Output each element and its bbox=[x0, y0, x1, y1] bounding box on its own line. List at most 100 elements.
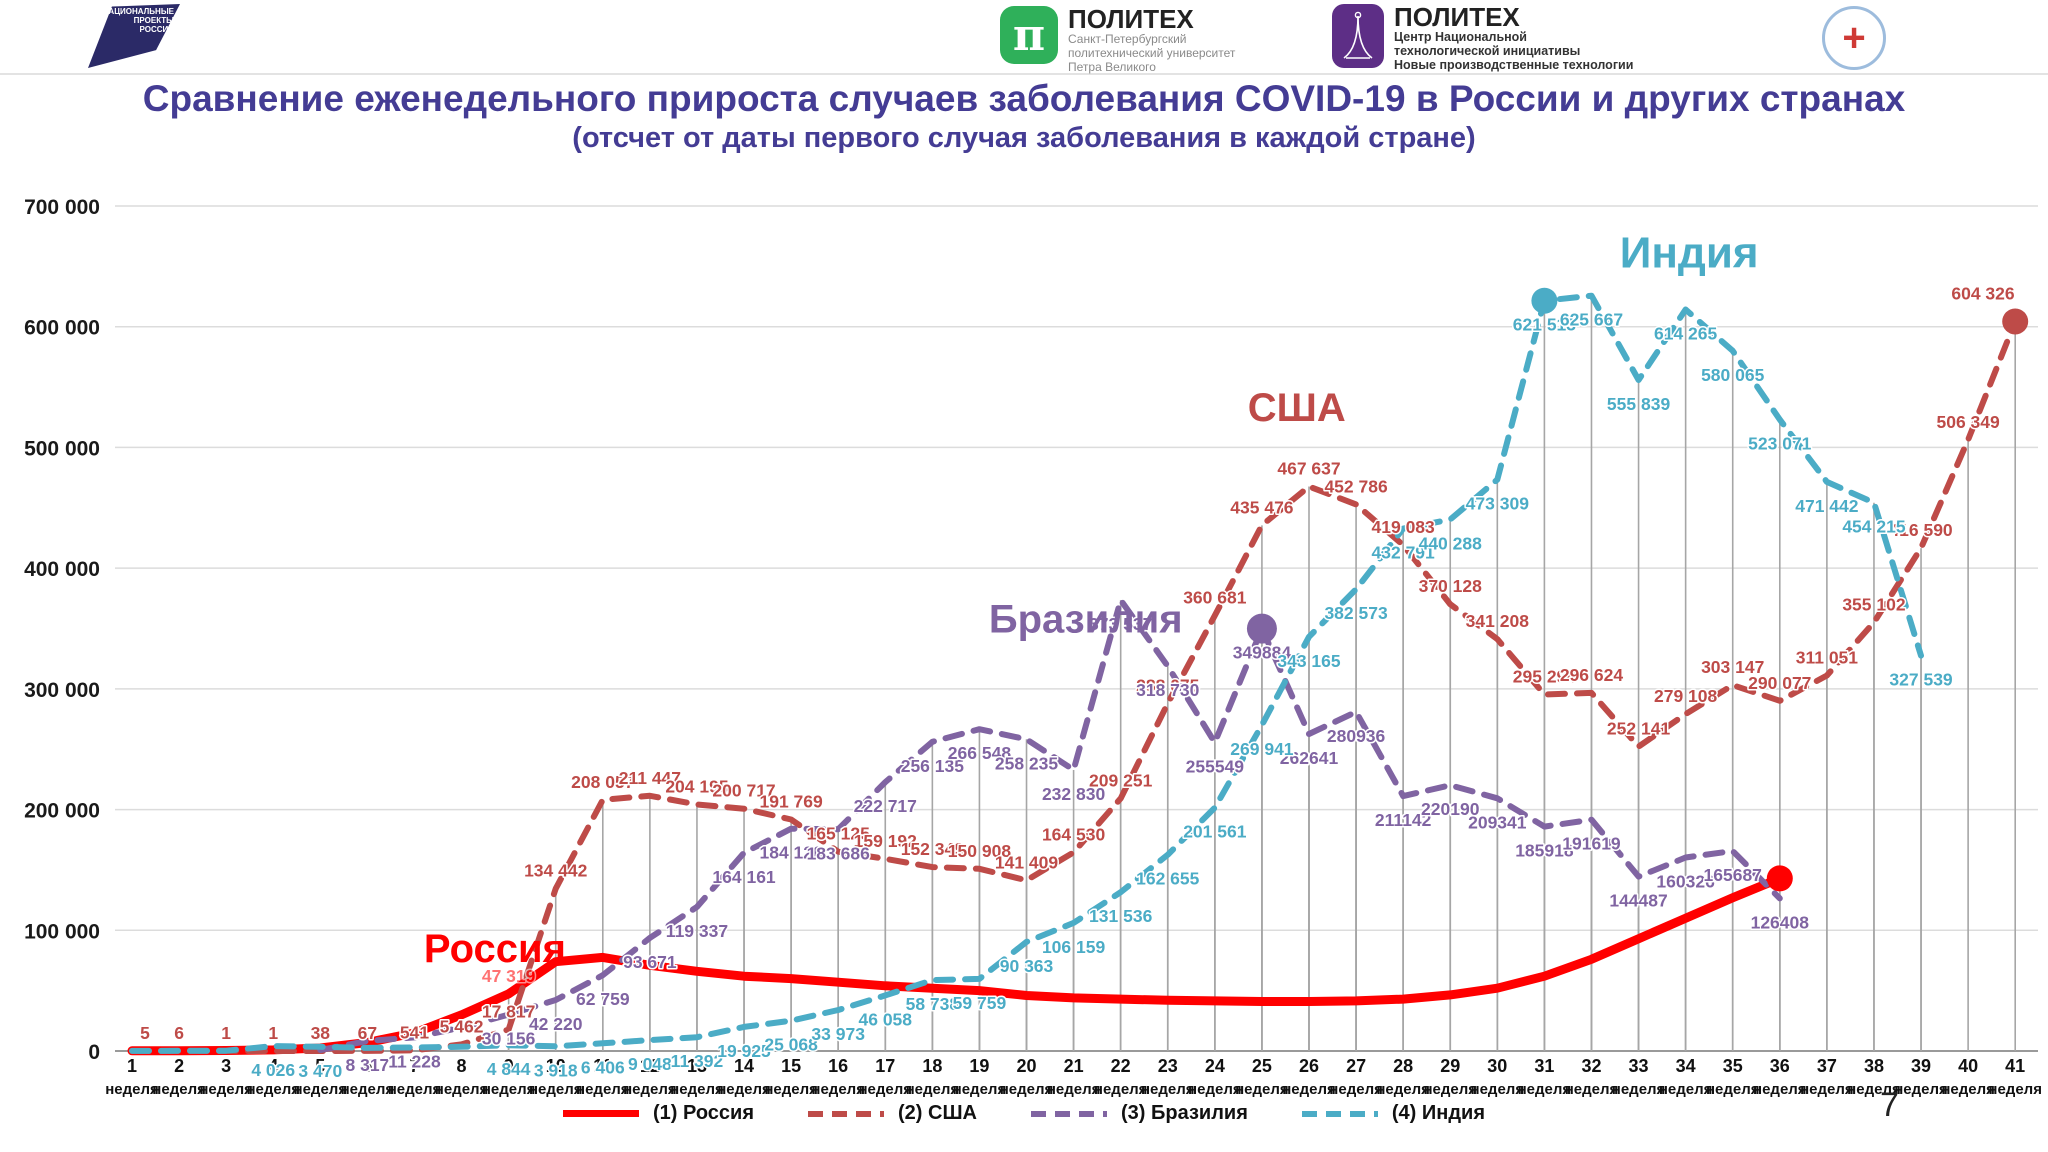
legend-label: (4) Индия bbox=[1391, 1102, 1485, 1124]
x-axis-week-unit: неделя bbox=[1518, 1081, 1572, 1098]
data-label-usa: 6 bbox=[174, 1023, 184, 1043]
data-label-usa: 416 590 bbox=[1889, 520, 1953, 540]
x-axis-week-number: 40 bbox=[1958, 1056, 1978, 1076]
x-axis-week-unit: неделя bbox=[1376, 1081, 1430, 1098]
data-label-usa: 452 786 bbox=[1324, 476, 1388, 496]
data-label-india: 580 065 bbox=[1701, 365, 1765, 385]
data-label-usa: 1 bbox=[268, 1023, 278, 1043]
x-axis-week-unit: неделя bbox=[1000, 1081, 1054, 1098]
data-label-usa: 150 908 bbox=[948, 841, 1012, 861]
x-axis-week-unit: неделя bbox=[764, 1081, 818, 1098]
legend-item-brazil: (3) Бразилия bbox=[1031, 1102, 1248, 1125]
y-axis-tick-label: 0 bbox=[88, 1041, 100, 1064]
data-label-india: 59 759 bbox=[953, 993, 1007, 1013]
data-label-india: 440 288 bbox=[1419, 534, 1483, 554]
polytech-logo: π ПОЛИТЕХ Санкт-Петербургский политехнич… bbox=[1000, 6, 1235, 74]
data-label-usa: 209 251 bbox=[1089, 770, 1153, 790]
data-label-brazil: 165687 bbox=[1704, 865, 1762, 885]
series-marker-brazil bbox=[1246, 613, 1277, 644]
x-axis-week-number: 27 bbox=[1346, 1056, 1366, 1076]
x-axis-week-number: 26 bbox=[1299, 1056, 1319, 1076]
data-label-usa: 204 195 bbox=[665, 777, 729, 797]
x-axis-week-number: 10 bbox=[546, 1056, 566, 1076]
series-marker-usa bbox=[2002, 308, 2029, 335]
data-label-usa: 191 769 bbox=[759, 792, 823, 812]
x-axis-week-unit: неделя bbox=[1565, 1081, 1619, 1098]
data-label-india: 269 941 bbox=[1230, 739, 1294, 759]
data-label-india: 131 536 bbox=[1089, 906, 1153, 926]
y-axis-tick-label: 400 000 bbox=[24, 558, 100, 581]
x-axis-week-unit: неделя bbox=[670, 1081, 724, 1098]
data-label-usa: 1 bbox=[221, 1023, 231, 1043]
data-label-brazil: 183 686 bbox=[807, 843, 871, 863]
data-label-india: 343 165 bbox=[1277, 651, 1341, 671]
data-label-india: 621 513 bbox=[1513, 315, 1577, 335]
data-label-brazil: 373 537 bbox=[1089, 614, 1152, 634]
x-axis-week-unit: неделя bbox=[1800, 1081, 1854, 1098]
np-logo-line1: НАЦИОНАЛЬНЫЕ bbox=[102, 7, 174, 16]
polytech-pi-icon: π bbox=[1000, 6, 1058, 64]
data-label-brazil: 262641 bbox=[1280, 748, 1339, 768]
x-axis-week-number: 6 bbox=[362, 1056, 372, 1076]
data-label-usa: 288 075 bbox=[1136, 675, 1200, 695]
data-label-india: 25 068 bbox=[764, 1035, 818, 1055]
data-label-usa: 541 bbox=[400, 1022, 429, 1042]
x-axis-week-unit: неделя bbox=[529, 1081, 583, 1098]
data-label-india: 473 309 bbox=[1466, 494, 1530, 514]
data-label-brazil: 280936 bbox=[1327, 726, 1386, 746]
data-label-brazil: 93 671 bbox=[623, 952, 677, 972]
x-axis-week-number: 31 bbox=[1534, 1056, 1554, 1076]
x-axis-week-number: 30 bbox=[1487, 1056, 1507, 1076]
x-axis-week-unit: неделя bbox=[388, 1081, 442, 1098]
data-label-usa: 67 bbox=[358, 1023, 377, 1043]
x-axis-week-number: 14 bbox=[734, 1056, 754, 1076]
x-axis-week-number: 18 bbox=[922, 1056, 942, 1076]
x-axis-week-unit: неделя bbox=[294, 1081, 348, 1098]
x-axis-week-unit: неделя bbox=[1471, 1081, 1525, 1098]
data-label-india: 3 470 bbox=[298, 1061, 342, 1081]
x-axis-week-unit: неделя bbox=[435, 1081, 489, 1098]
data-label-usa: 5 bbox=[140, 1023, 150, 1043]
data-label-india: 201 561 bbox=[1183, 822, 1247, 842]
legend-line-sample-russia bbox=[563, 1110, 639, 1117]
data-label-india: 90 363 bbox=[1000, 956, 1054, 976]
legend-line-sample-brazil bbox=[1031, 1110, 1107, 1117]
x-axis-week-unit: неделя bbox=[1753, 1081, 1807, 1098]
series-marker-russia bbox=[1766, 865, 1793, 892]
data-label-usa: 506 349 bbox=[1936, 412, 2000, 432]
data-label-india: 11 392 bbox=[671, 1051, 724, 1071]
data-label-brazil: 119 337 bbox=[666, 921, 728, 941]
x-axis-week-unit: неделя bbox=[1235, 1081, 1289, 1098]
data-label-usa: 134 442 bbox=[524, 861, 588, 881]
data-label-india: 3 918 bbox=[534, 1060, 578, 1080]
data-label-brazil: 266 548 bbox=[948, 743, 1012, 763]
x-axis-week-number: 41 bbox=[2005, 1056, 2025, 1076]
x-axis-week-number: 38 bbox=[1864, 1056, 1884, 1076]
x-axis-week-number: 7 bbox=[409, 1056, 419, 1076]
data-label-india: 327 539 bbox=[1889, 670, 1953, 690]
annotation-usa: США bbox=[1248, 386, 1346, 430]
data-label-brazil: 42 220 bbox=[529, 1014, 583, 1034]
data-label-brazil: 62 759 bbox=[576, 989, 630, 1009]
x-axis-week-unit: неделя bbox=[1141, 1081, 1195, 1098]
data-label-usa: 159 192 bbox=[854, 831, 918, 851]
data-label-brazil: 11 228 bbox=[388, 1051, 441, 1071]
x-axis-week-number: 16 bbox=[828, 1056, 848, 1076]
x-axis-week-unit: неделя bbox=[1612, 1081, 1666, 1098]
nti-logo: ПОЛИТЕХ Центр Национальной технологическ… bbox=[1332, 4, 1633, 72]
data-label-india: 19 925 bbox=[717, 1041, 771, 1061]
x-axis-week-number: 17 bbox=[875, 1056, 895, 1076]
x-axis-week-unit: неделя bbox=[1282, 1081, 1336, 1098]
data-label-india: 625 667 bbox=[1560, 310, 1623, 330]
nti-name: ПОЛИТЕХ bbox=[1394, 2, 1520, 32]
data-label-usa: 17 817 bbox=[482, 1001, 536, 1021]
data-label-usa: 295 294 bbox=[1513, 667, 1577, 687]
page-number: 7 bbox=[1880, 1086, 1899, 1124]
data-label-india: 4 026 bbox=[251, 1060, 295, 1080]
data-label-brazil: 184 120 bbox=[759, 843, 823, 863]
data-label-brazil: 144487 bbox=[1609, 891, 1667, 911]
series-line-brazil bbox=[317, 597, 1783, 1053]
data-label-usa: 290 077 bbox=[1748, 673, 1811, 693]
polytech-sub3: Петра Великого bbox=[1068, 60, 1156, 74]
